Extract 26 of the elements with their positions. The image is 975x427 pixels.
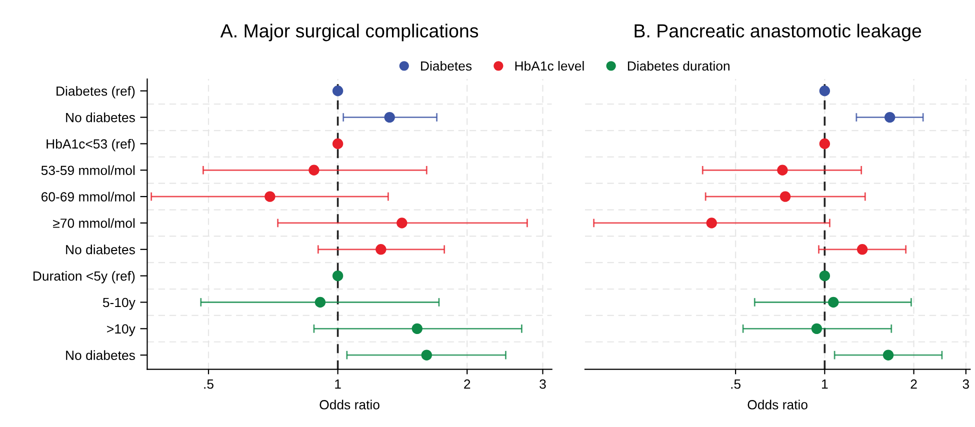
y-tick-label: 53-59 mmol/mol: [41, 165, 135, 176]
legend-label: HbA1c level: [515, 60, 584, 71]
x-tick-label: .5: [204, 380, 214, 389]
x-tick-label: 2: [464, 379, 470, 389]
x-tick-label: 2: [910, 379, 917, 389]
chart-title: A. Major surgical complications: [220, 24, 478, 42]
x-axis-title: Odds ratio: [748, 400, 808, 410]
x-axis-title: Odds ratio: [320, 400, 380, 410]
y-tick-label: ≥70 mmol/mol: [53, 218, 135, 228]
y-tick-label: Duration <5y (ref): [33, 271, 135, 284]
y-tick-label: >10y: [107, 324, 136, 336]
legend-label: Diabetes: [421, 60, 472, 71]
y-tick-label: No diabetes: [66, 350, 135, 360]
y-tick-label: HbA1c<53 (ref): [46, 138, 135, 152]
x-tick-label: 3: [962, 379, 969, 389]
y-tick-label: No diabetes: [66, 244, 135, 254]
x-tick-label: 3: [540, 379, 546, 389]
x-tick-label: 1: [335, 380, 341, 389]
x-tick-label: .5: [731, 380, 741, 389]
y-tick-label: No diabetes: [66, 112, 135, 122]
chart-title: B. Pancreatic anastomotic leakage: [634, 24, 922, 42]
legend-label: Diabetes duration: [628, 60, 730, 71]
y-tick-label: 5-10y: [102, 298, 136, 310]
x-tick-label: 1: [822, 380, 828, 389]
y-tick-label: 60-69 mmol/mol: [42, 192, 135, 202]
y-tick-label: Diabetes (ref): [56, 86, 135, 98]
